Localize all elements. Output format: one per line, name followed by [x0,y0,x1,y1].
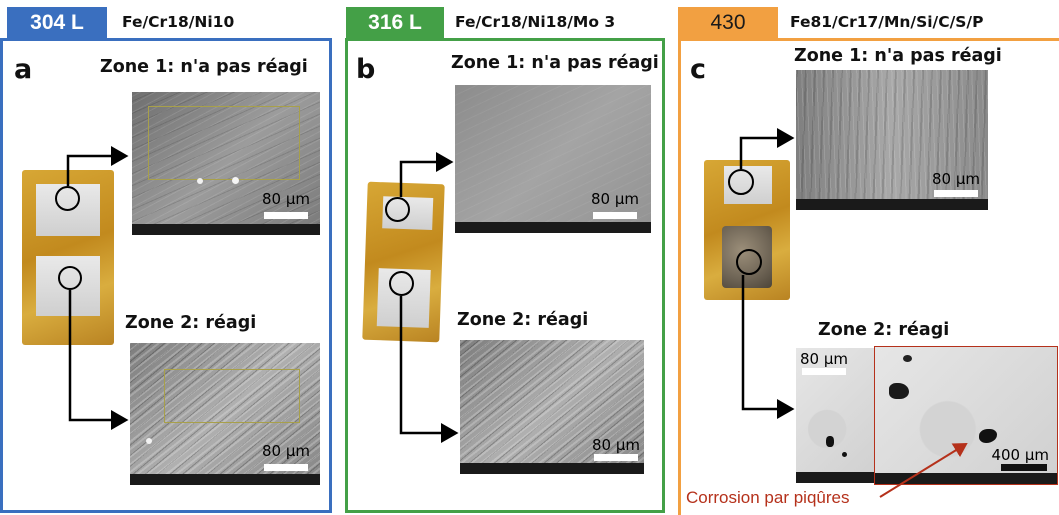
pit [903,355,912,362]
grade-tag: 430 [678,7,778,39]
scale-bar [264,464,308,471]
arrow-zone2 [68,290,129,430]
scale-label: 80 µm [590,190,639,208]
scale-label: 80 µm [591,436,640,454]
arrow-zone2 [741,275,795,419]
scale-bar [264,212,308,219]
panel-letter: c [690,54,707,85]
scale-bar [934,190,978,197]
composition-label: Fe81/Cr17/Mn/Si/C/S/P [790,13,984,31]
zone2-marker [389,271,414,296]
zone1-marker [728,169,754,195]
panel-frame [345,38,665,513]
selection-rectangle [164,369,300,423]
pit [826,436,834,447]
panel-frame [0,38,332,513]
sem-info-bar [460,463,644,474]
scale-label: 400 µm [991,446,1049,464]
selection-rectangle [148,106,300,180]
scale-label: 80 µm [261,442,310,460]
panel-430: 430 Fe81/Cr17/Mn/Si/C/S/P c Zone 1: n'a … [678,0,1059,515]
zone2-title: Zone 2: réagi [125,313,257,333]
arrow-zone1 [66,146,129,186]
zone1-title: Zone 1: n'a pas réagi [794,46,1002,66]
panel-letter: a [14,54,33,85]
zone1-marker [385,197,410,222]
zone2-title: Zone 2: réagi [818,320,950,340]
panel-letter: b [356,54,376,85]
sem-info-bar [796,199,988,210]
sem-info-bar [796,472,874,483]
zone1-title: Zone 1: n'a pas réagi [451,53,659,73]
sem-image-zone1: 80 µm [132,92,320,235]
panel-frame [678,38,1059,515]
pit [842,452,847,457]
arrow-zone2 [399,296,459,443]
zone1-marker [55,186,80,211]
scale-bar [1001,464,1047,471]
sem-info-bar [875,473,1057,484]
arrow-zone1 [739,128,795,169]
sem-info-bar [130,474,320,485]
particle [232,177,239,184]
scale-bar [802,368,846,375]
particle [197,178,203,184]
scale-bar [594,454,638,461]
sem-info-bar [455,222,651,233]
corrosion-annotation: Corrosion par piqûres [686,488,850,507]
zone2-title: Zone 2: réagi [457,310,589,330]
panel-316l: 316 L Fe/Cr18/Ni18/Mo 3 b Zone 1: n'a pa… [345,0,670,515]
sem-image-zone2-low: 80 µm [796,348,874,483]
sem-image-zone2: 80 µm [460,340,644,474]
zone2-marker [58,266,82,290]
grade-tag: 304 L [7,7,107,39]
scale-label: 80 µm [800,350,849,368]
sem-image-zone2-high: 400 µm [874,346,1058,485]
sem-image-zone1: 80 µm [796,70,988,210]
annotation-arrow [879,442,968,498]
composition-label: Fe/Cr18/Ni10 [122,13,235,31]
scale-label: 80 µm [931,170,980,188]
sem-image-zone2: 80 µm [130,343,320,485]
sem-image-zone1: 80 µm [455,85,651,233]
scale-label: 80 µm [261,190,310,208]
sem-info-bar [132,224,320,235]
pit [979,429,997,443]
particle [146,438,152,444]
scale-bar [593,212,637,219]
arrow-zone2 [399,152,454,197]
panel-304l: 304 L Fe/Cr18/Ni10 a Zone 1: n'a pas réa… [0,0,335,515]
pit [889,383,909,399]
composition-label: Fe/Cr18/Ni18/Mo 3 [455,13,616,31]
zone1-title: Zone 1: n'a pas réagi [100,57,308,77]
zone2-marker [736,249,762,275]
grade-tag: 316 L [346,7,444,39]
